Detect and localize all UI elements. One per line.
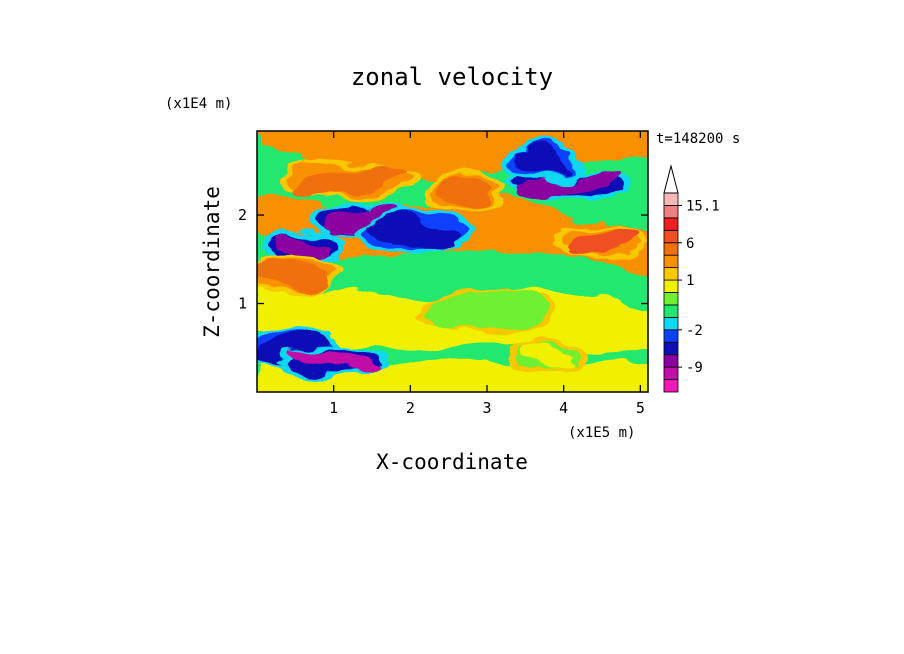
- y-tick-label: 1: [238, 295, 247, 313]
- chart-title: zonal velocity: [351, 63, 553, 91]
- x-axis: 1 2 3 4 5: [329, 131, 645, 417]
- field-feature: [520, 346, 576, 367]
- y-unit-label: (x1E4 m): [165, 96, 232, 112]
- x-unit-label: (x1E5 m): [568, 425, 635, 441]
- colorbar-label: -9: [686, 360, 703, 376]
- colorbar: 15.1 6 1 -2 -9: [663, 164, 720, 393]
- colorbar-over-arrow: [663, 164, 679, 194]
- x-axis-label: X-coordinate: [376, 450, 528, 474]
- colorbar-swatch: [663, 279, 679, 293]
- colorbar-swatch: [663, 229, 679, 244]
- field-feature: [565, 229, 639, 254]
- colorbar-swatch: [663, 329, 679, 343]
- field-feature: [513, 149, 569, 175]
- colorbar-label: -2: [686, 323, 703, 339]
- field-feature: [275, 235, 331, 257]
- colorbar-label: 15.1: [686, 198, 720, 214]
- y-axis-label: Z-coordinate: [200, 186, 224, 338]
- colorbar-swatch: [663, 341, 679, 356]
- colorbar-swatch: [663, 192, 679, 206]
- field-feature: [517, 169, 626, 199]
- colorbar-swatch: [663, 354, 679, 368]
- y-tick-label: 2: [238, 206, 247, 224]
- x-tick-label: 3: [482, 399, 491, 417]
- colorbar-swatch: [663, 379, 679, 393]
- plot-frame: [256, 130, 649, 393]
- field-feature: [436, 177, 492, 209]
- colorbar-swatch: [663, 242, 679, 256]
- colorbar-swatch: [663, 217, 679, 231]
- colorbar-swatch: [663, 267, 679, 281]
- colorbar-swatch: [663, 205, 679, 219]
- x-tick-label: 4: [559, 399, 568, 417]
- x-tick-label: 1: [329, 399, 338, 417]
- contour-field: [257, 131, 648, 392]
- field-feature: [364, 215, 456, 250]
- field-feature: [295, 163, 403, 197]
- x-tick-label: 5: [636, 399, 645, 417]
- field-feature: [288, 349, 379, 373]
- colorbar-label: 1: [686, 273, 694, 289]
- colorbar-swatch: [663, 304, 679, 318]
- field-feature: [433, 293, 541, 331]
- x-tick-label: 2: [406, 399, 415, 417]
- y-axis: 12: [238, 206, 648, 313]
- field-feature: [257, 258, 334, 287]
- time-label: t=148200 s: [656, 131, 740, 147]
- colorbar-swatch: [663, 366, 679, 380]
- colorbar-swatch: [663, 254, 679, 269]
- colorbar-swatch: [663, 292, 679, 306]
- colorbar-label: 6: [686, 236, 694, 252]
- colorbar-swatch: [663, 316, 679, 331]
